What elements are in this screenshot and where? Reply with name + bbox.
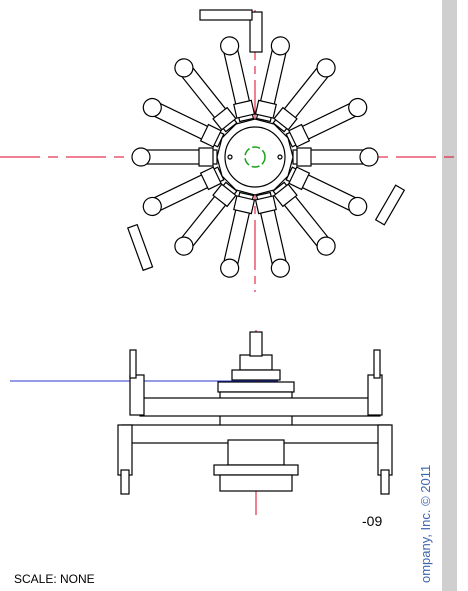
pipe bbox=[368, 375, 382, 415]
fitting bbox=[374, 350, 380, 378]
flange bbox=[232, 370, 280, 380]
valve bbox=[240, 355, 272, 370]
scale-note: SCALE: NONE bbox=[14, 572, 95, 586]
body bbox=[228, 440, 284, 465]
bolt bbox=[278, 155, 282, 159]
arm bbox=[132, 148, 217, 166]
fitting bbox=[381, 470, 389, 494]
stem bbox=[250, 332, 262, 356]
base bbox=[220, 475, 292, 491]
bolt bbox=[228, 155, 232, 159]
pipe bbox=[118, 425, 132, 475]
fitting bbox=[130, 350, 136, 378]
fitting bbox=[121, 470, 129, 494]
flange bbox=[218, 382, 294, 392]
pipe bbox=[200, 10, 252, 20]
side-strip bbox=[442, 0, 457, 591]
pipe bbox=[140, 398, 380, 416]
pipe bbox=[378, 425, 392, 475]
drawing-sheet: -09 SCALE: NONE ompany, Inc. © 2011 bbox=[0, 0, 468, 591]
pipe bbox=[130, 375, 144, 415]
hub-ring bbox=[225, 127, 285, 187]
arm-coupling bbox=[297, 148, 311, 166]
arm-coupling bbox=[199, 148, 213, 166]
flange bbox=[214, 465, 298, 475]
arm bbox=[293, 148, 378, 166]
arm-end bbox=[132, 148, 150, 166]
arm-end bbox=[360, 148, 378, 166]
part-number: -09 bbox=[362, 513, 382, 529]
copyright: ompany, Inc. © 2011 bbox=[418, 465, 433, 583]
